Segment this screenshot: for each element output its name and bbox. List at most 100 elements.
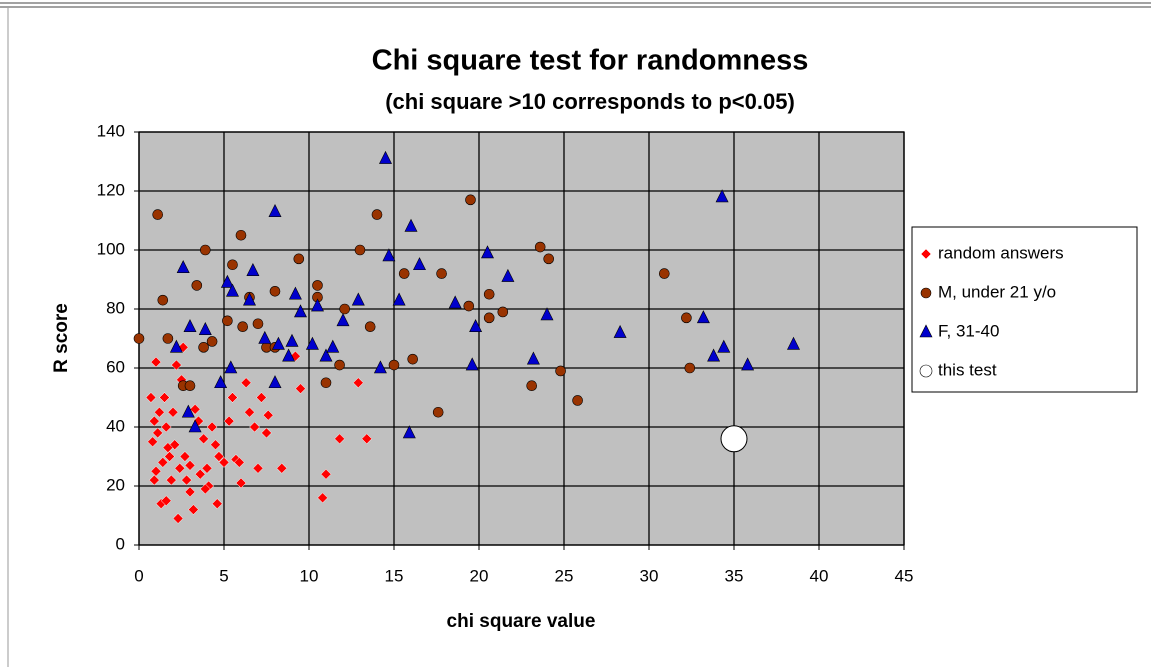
circle-marker — [388, 359, 400, 371]
triangle-marker — [326, 339, 340, 353]
triangle-marker — [176, 260, 190, 273]
triangle-marker — [465, 357, 479, 371]
legend — [911, 226, 1138, 393]
circle-marker — [483, 312, 495, 324]
triangle-marker — [282, 348, 296, 362]
circle-marker — [184, 380, 196, 392]
diamond-marker — [249, 421, 260, 433]
circle-marker — [206, 336, 218, 347]
diamond-marker — [218, 457, 230, 468]
triangle-marker — [188, 419, 202, 433]
triangle-marker — [246, 262, 260, 276]
x-tick-label: 0 — [134, 566, 143, 585]
x-tick-label: 35 — [725, 566, 744, 585]
triangle-marker — [285, 333, 299, 347]
circle-marker — [200, 244, 211, 256]
circle-marker — [133, 333, 145, 344]
diamond-marker — [210, 439, 221, 451]
x-tick-label: 40 — [810, 566, 829, 585]
diamond-marker — [150, 356, 162, 368]
x-tick-label: 25 — [555, 566, 574, 585]
triangle-marker — [787, 336, 800, 350]
triangle-marker — [268, 203, 282, 217]
y-tick-label: 40 — [106, 416, 125, 435]
plot-area — [139, 132, 904, 545]
circle-marker — [465, 194, 476, 206]
y-tick-label: 100 — [97, 239, 125, 258]
circle-marker — [252, 318, 264, 330]
diamond-marker — [188, 504, 199, 515]
circle-marker — [407, 353, 419, 365]
circle-marker — [658, 268, 670, 279]
y-tick-label: 140 — [97, 121, 125, 140]
diamond-marker — [145, 392, 157, 403]
diamond-marker — [150, 465, 162, 477]
diamond-marker — [295, 383, 306, 395]
triangle-marker — [220, 274, 234, 288]
diamond-marker — [148, 415, 160, 427]
y-tick-label: 120 — [97, 180, 125, 199]
triangle-marker — [741, 357, 755, 371]
diamond-marker — [171, 359, 182, 371]
triangle-marker — [268, 375, 282, 389]
triangle-marker — [469, 319, 483, 332]
circle-marker — [198, 342, 209, 353]
diamond-marker — [244, 406, 255, 418]
diamond-marker — [240, 377, 252, 389]
triangle-marker — [305, 336, 319, 350]
circle-marker — [555, 365, 566, 377]
circle-marker — [398, 268, 410, 279]
triangle-marker — [271, 336, 285, 350]
diamond-marker — [194, 468, 206, 480]
x-tick-label: 30 — [640, 566, 659, 585]
diamond-marker — [160, 421, 172, 433]
x-tick-label: 5 — [219, 566, 228, 585]
triangle-marker — [311, 298, 324, 312]
diamond-marker — [361, 433, 373, 445]
diamond-marker — [201, 462, 213, 474]
diamond-marker — [262, 409, 274, 421]
diamond-marker — [317, 492, 328, 504]
diamond-marker — [189, 403, 201, 415]
triangle-marker — [707, 348, 721, 362]
circle-marker — [354, 244, 366, 256]
triangle-marker — [294, 304, 307, 318]
triangle-marker — [919, 324, 933, 338]
y-tick-label: 20 — [106, 475, 125, 494]
diamond-marker — [160, 495, 172, 507]
legend-label: M, under 21 y/o — [938, 282, 1056, 301]
triangle-marker — [373, 360, 387, 374]
diamond-marker — [162, 442, 174, 454]
triangle-marker — [183, 319, 197, 332]
diamond-marker — [157, 457, 169, 468]
legend-label: F, 31-40 — [938, 321, 999, 340]
circle-marker — [312, 280, 323, 291]
triangle-marker — [288, 286, 302, 300]
diamond-marker — [184, 486, 196, 498]
triangle-marker — [351, 292, 365, 306]
diamond-marker — [227, 392, 238, 403]
circle-marker — [681, 312, 692, 324]
diamond-marker — [320, 468, 332, 480]
circle-marker — [269, 285, 281, 297]
chart-title: Chi square test for randomness — [372, 45, 809, 77]
legend-label: random answers — [938, 243, 1064, 262]
diamond-marker — [199, 483, 211, 495]
circle-marker — [432, 406, 444, 418]
circle-marker — [339, 303, 351, 315]
circle-marker — [320, 377, 332, 389]
circle-marker — [222, 315, 233, 327]
x-tick-label: 15 — [385, 566, 404, 585]
circle-marker — [334, 359, 345, 371]
circle-marker — [543, 253, 555, 265]
triangle-marker — [379, 150, 392, 164]
triangle-marker — [258, 330, 272, 344]
circle-marker — [293, 253, 305, 265]
diamond-marker — [184, 459, 196, 471]
diamond-marker — [152, 427, 164, 439]
circle-marker — [157, 294, 169, 306]
diamond-marker — [235, 477, 247, 489]
triangle-marker — [402, 425, 416, 439]
chart-subtitle: (chi square >10 corresponds to p<0.05) — [385, 89, 795, 114]
diamond-marker — [167, 406, 179, 418]
